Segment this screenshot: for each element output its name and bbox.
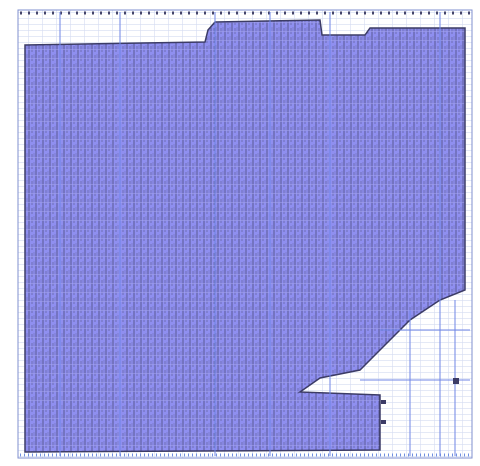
macro [381,400,386,404]
macro [381,420,386,424]
layout-view [0,0,480,466]
macro [453,378,459,384]
page [0,0,480,466]
